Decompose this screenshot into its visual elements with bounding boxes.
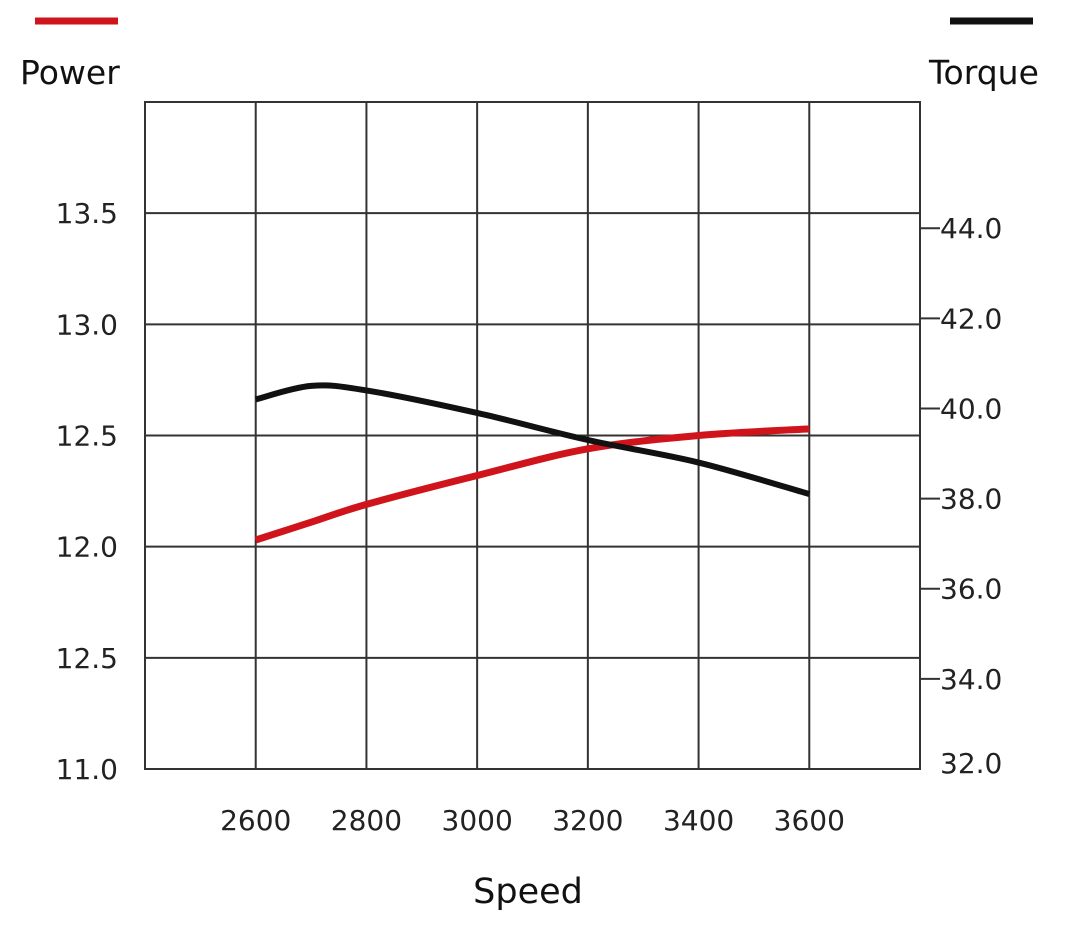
grid (145, 102, 920, 770)
x-axis-title: Speed (473, 872, 583, 912)
legend-power-label: Power (20, 53, 120, 92)
y-tick-label: 12.5 (56, 642, 118, 675)
y-tick-label: 12.0 (56, 531, 118, 564)
tick-labels: 2600 2800 3000 3200 3400 3600 11.0 12.5 12.0 12.5… (56, 197, 1003, 837)
x-tick-label: 2600 (220, 804, 291, 837)
x-tick-label: 3200 (552, 804, 623, 837)
y-right-tick-label: 32.0 (940, 747, 1002, 780)
y-right-tick-label: 42.0 (940, 302, 1002, 335)
y-tick-label: 13.0 (56, 308, 118, 341)
x-tick-label: 2800 (331, 804, 402, 837)
y-right-tick-label: 34.0 (940, 663, 1002, 696)
torque-line (254, 382, 811, 497)
legend-torque-label: Torque (928, 53, 1039, 92)
y-tick-label: 12.5 (56, 420, 118, 453)
series-lines (254, 382, 811, 544)
x-tick-label: 3400 (663, 804, 734, 837)
y-right-tick-label: 38.0 (940, 483, 1002, 516)
y-right-tick-label: 40.0 (940, 392, 1002, 425)
y-right-tick-label: 44.0 (940, 212, 1002, 245)
y-tick-label: 11.0 (56, 753, 118, 786)
y-tick-label: 13.5 (56, 197, 118, 230)
x-tick-label: 3000 (442, 804, 513, 837)
x-tick-label: 3600 (774, 804, 845, 837)
plot-frame (144, 101, 921, 770)
power-line (254, 425, 810, 544)
y-right-tick-label: 36.0 (940, 573, 1002, 606)
